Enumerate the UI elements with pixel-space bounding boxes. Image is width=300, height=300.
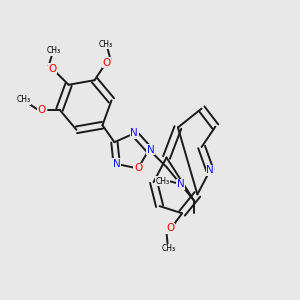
Text: O: O [134,164,142,173]
Text: N: N [206,165,214,176]
Text: O: O [102,58,111,68]
Text: O: O [166,223,174,233]
Text: CH₃: CH₃ [16,95,31,104]
Text: CH₃: CH₃ [99,40,113,49]
Text: CH₃: CH₃ [46,46,61,56]
Text: N: N [177,179,184,189]
Text: O: O [49,64,57,74]
Text: N: N [113,159,121,169]
Text: N: N [130,128,138,138]
Text: CH₃: CH₃ [155,177,170,186]
Text: CH₃: CH₃ [161,244,176,253]
Text: O: O [38,105,46,115]
Text: N: N [147,145,154,154]
